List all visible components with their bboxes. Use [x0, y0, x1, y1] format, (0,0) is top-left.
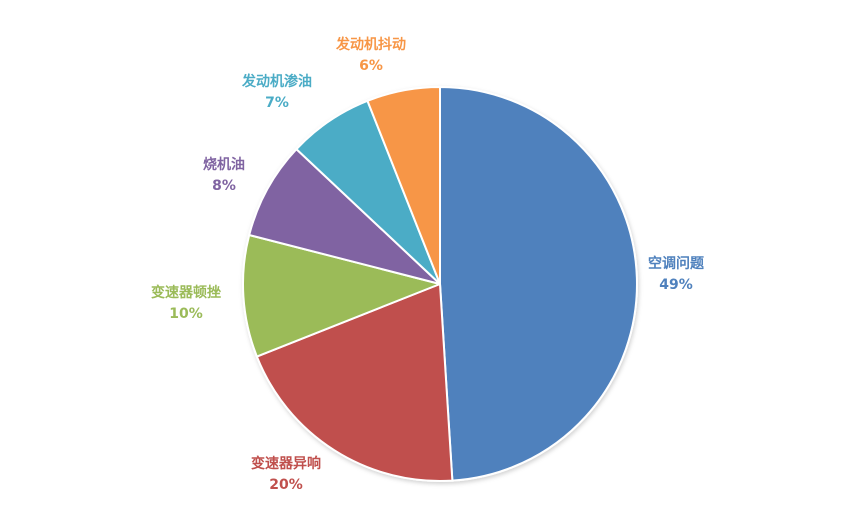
slice-label-6: 发动机抖动	[335, 36, 406, 53]
slice-label-2: 变速器异响	[251, 455, 321, 472]
slice-label-5: 发动机渗油	[241, 73, 312, 90]
pie-slice-6	[366, 86, 441, 285]
slice-label-3: 变速器顿挫	[151, 284, 221, 301]
slice-percent-4: 8%	[212, 178, 236, 194]
pie-slice-4	[248, 148, 441, 285]
slice-percent-2: 20%	[269, 477, 303, 493]
slice-label-1: 空调问题	[648, 255, 705, 272]
slice-percent-5: 7%	[265, 95, 289, 111]
slice-label-4: 烧机油	[203, 156, 245, 173]
pie-labels: 空调问题 49% 变速器异响 20% 变速器顿挫 10% 烧机油 8% 发动机渗油 7% 发动机抖动…	[151, 36, 705, 493]
slice-percent-1: 49%	[659, 277, 693, 293]
pie-slice-3	[242, 234, 441, 358]
pie-slice-1	[439, 86, 638, 482]
slice-percent-6: 6%	[359, 58, 383, 74]
pie-slices	[242, 86, 638, 482]
slice-percent-3: 10%	[169, 306, 203, 322]
pie-slice-2	[255, 283, 454, 482]
